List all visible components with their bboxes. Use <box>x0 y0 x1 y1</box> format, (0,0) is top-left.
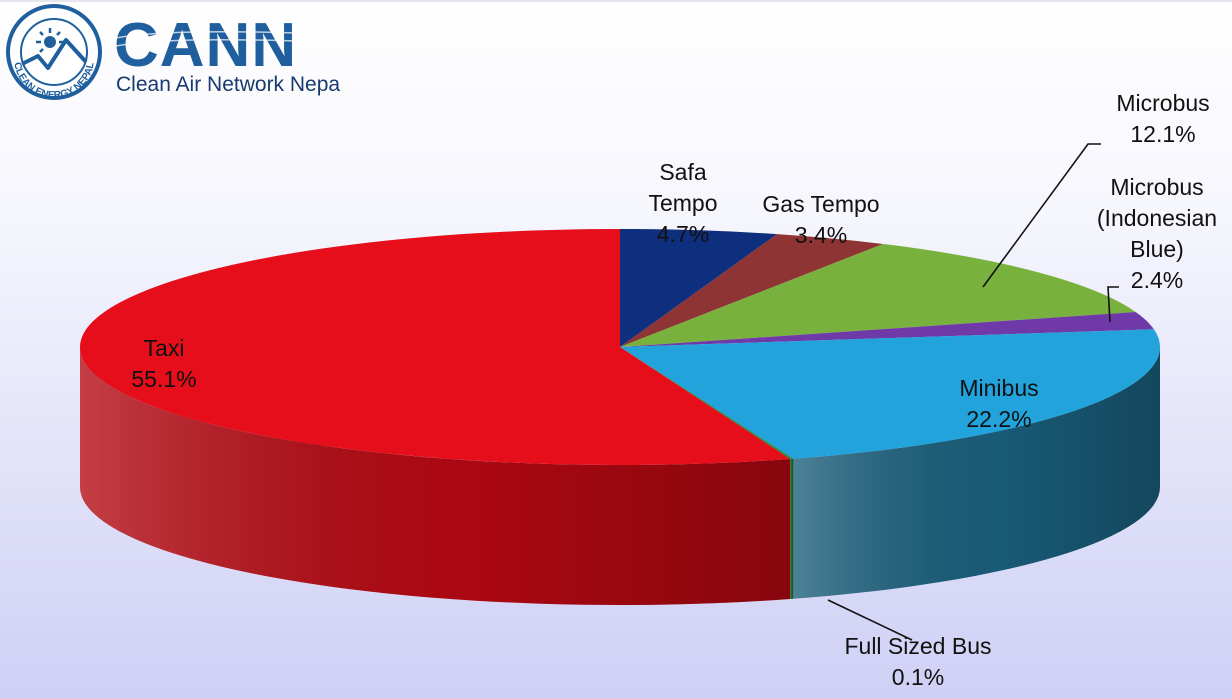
pie-slice-taxi <box>79 229 791 465</box>
label-minibus-name: Minibus <box>959 375 1038 401</box>
leader-line-microbus <box>982 143 1101 288</box>
label-full-sized-bus-value: 0.1% <box>892 664 944 690</box>
label-safa-tempo-name: Tempo <box>648 190 717 216</box>
slice-labels: Safa Tempo 4.7%Gas Tempo 3.4%Microbus 12.1%M… <box>131 90 1217 690</box>
pie-side-taxi-shade <box>80 347 791 605</box>
label-gas-tempo: Gas Tempo 3.4% <box>762 191 879 248</box>
pie-side-minibus-shade <box>793 347 1160 599</box>
pie-side-taxi <box>80 347 791 605</box>
pie-slice-gas-tempo <box>620 234 884 347</box>
pie-side-full-sized-bus <box>790 458 794 599</box>
label-microbus-name: Microbus <box>1116 90 1209 116</box>
label-taxi: Taxi 55.1% <box>131 335 196 392</box>
label-minibus-value: 22.2% <box>966 406 1031 432</box>
label-microbus-indonesian-blue-name: Microbus <box>1110 174 1203 200</box>
logo-wave-decoration <box>115 31 327 47</box>
label-microbus: Microbus 12.1% <box>1116 90 1209 147</box>
label-safa-tempo: Safa Tempo 4.7% <box>648 159 717 247</box>
label-full-sized-bus: Full Sized Bus 0.1% <box>844 633 991 690</box>
label-microbus-indonesian-blue-value: 2.4% <box>1131 267 1183 293</box>
pie-side-full-sized-bus-shade <box>790 458 794 599</box>
label-microbus-indonesian-blue-name: Blue) <box>1130 236 1184 262</box>
label-taxi-value: 55.1% <box>131 366 196 392</box>
label-gas-tempo-value: 3.4% <box>795 222 847 248</box>
logo-tagline: Clean Air Network Nepal <box>116 73 340 96</box>
label-safa-tempo-value: 4.7% <box>657 221 709 247</box>
label-safa-tempo-name: Safa <box>659 159 707 185</box>
label-microbus-indonesian-blue-name: (Indonesian <box>1097 205 1217 231</box>
pie-slices <box>79 229 1161 465</box>
top-border <box>0 0 1232 2</box>
leader-lines <box>827 143 1119 641</box>
label-gas-tempo-name: Gas Tempo <box>762 191 879 217</box>
pie-slice-full-sized-bus <box>620 347 794 459</box>
pie-slice-safa-tempo <box>620 229 778 347</box>
pie-slice-microbus <box>620 243 1136 347</box>
pie-sides <box>80 347 1160 605</box>
logo-emblem-icon: CLEAN ENERGY NEPAL <box>6 4 102 101</box>
cann-logo: CLEAN ENERGY NEPAL CANN Clean Air Networ… <box>6 4 340 101</box>
leader-line-microbus-indonesian-blue <box>1107 286 1119 323</box>
logo-name: CANN <box>114 11 297 80</box>
pie-slice-minibus <box>620 329 1161 459</box>
label-minibus: Minibus 22.2% <box>959 375 1038 432</box>
label-full-sized-bus-name: Full Sized Bus <box>844 633 991 659</box>
pie-slice-microbus-indonesian-blue <box>620 311 1154 347</box>
leader-line-full-sized-bus <box>827 599 913 641</box>
label-microbus-value: 12.1% <box>1130 121 1195 147</box>
pie-side-minibus <box>793 347 1160 599</box>
label-taxi-name: Taxi <box>144 335 185 361</box>
label-microbus-indonesian-blue: Microbus (Indonesian Blue) 2.4% <box>1097 174 1217 293</box>
